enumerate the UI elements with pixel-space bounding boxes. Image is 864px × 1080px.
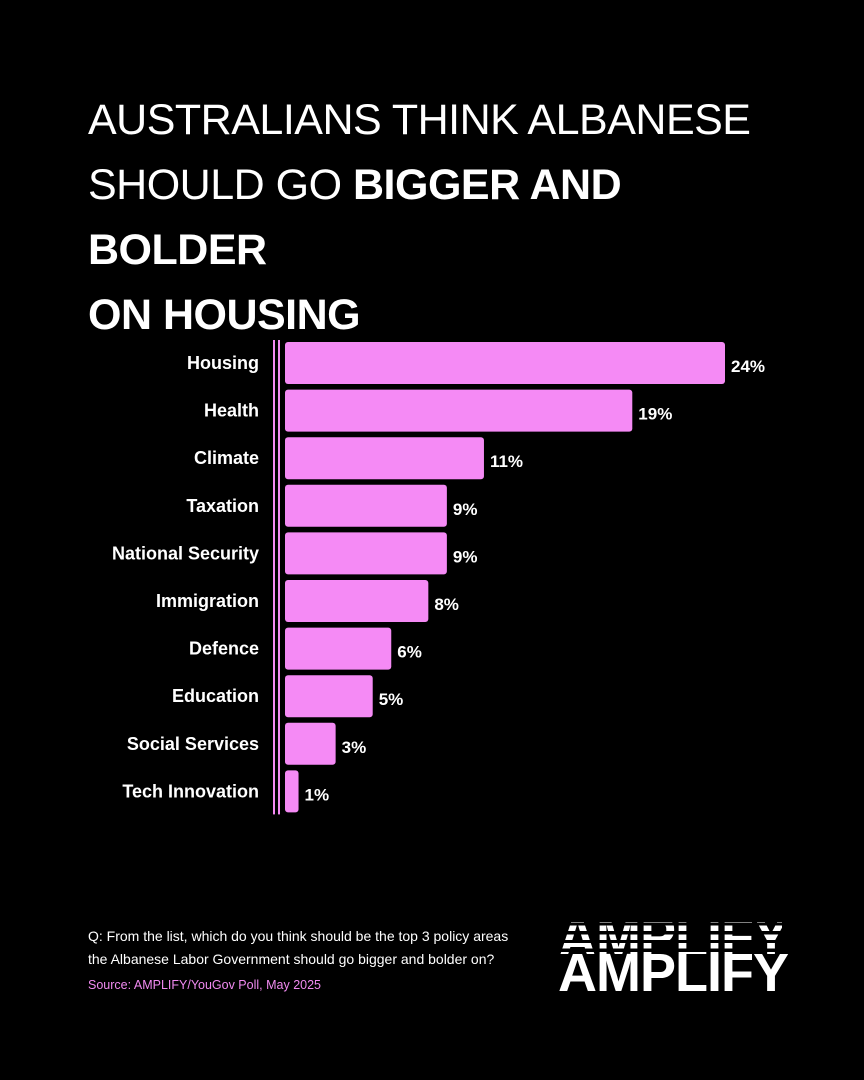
title-line-2-bold: BIGGER AND BOLDER: [88, 161, 622, 274]
value-label: 19%: [638, 405, 672, 424]
bar-edge-gap: [282, 627, 285, 670]
category-label: Tech Innovation: [122, 781, 259, 801]
bar-edge-gap: [282, 722, 285, 765]
value-label: 11%: [490, 452, 523, 471]
axis-stripe-2: [278, 340, 280, 815]
bar-housing: [285, 342, 725, 384]
category-label: Immigration: [156, 591, 259, 611]
title-line-1: AUSTRALIANS THINK ALBANESE: [88, 96, 751, 144]
bar-social-services: [285, 722, 336, 765]
value-label: 1%: [305, 785, 330, 804]
axis-stripe-1: [273, 340, 275, 815]
source-note: Source: AMPLIFY/YouGov Poll, May 2025: [88, 978, 321, 992]
bar-edge-gap: [282, 770, 285, 813]
value-label: 24%: [731, 357, 765, 376]
bar-tech-innovation: [285, 770, 299, 813]
bar-edge-gap: [282, 580, 285, 622]
category-label: Housing: [187, 353, 259, 373]
amplify-logo: AMPLIFY AMPLIFY: [558, 922, 789, 1000]
bar-edge-gap: [282, 342, 285, 384]
category-label: Health: [204, 401, 259, 421]
bar-defence: [285, 627, 392, 670]
bar-climate: [285, 437, 484, 480]
bar-chart: Housing 24% Health 19% Climate 11% Taxation 9% N…: [112, 340, 765, 815]
bar-taxation: [285, 484, 447, 527]
value-label: 3%: [342, 738, 367, 757]
value-label: 9%: [453, 500, 478, 519]
bar-health: [285, 389, 633, 432]
value-label: 9%: [453, 547, 478, 566]
value-label: 6%: [397, 643, 422, 662]
title-line-3-bold: ON HOUSING: [88, 291, 361, 339]
bar-edge-gap: [282, 484, 285, 527]
bar-edge-gap: [282, 437, 285, 480]
category-label: Defence: [189, 639, 259, 659]
category-label: National Security: [112, 543, 259, 563]
survey-question: Q: From the list, which do you think sho…: [88, 928, 509, 967]
bar-education: [285, 675, 373, 718]
value-label: 8%: [434, 595, 459, 614]
chart-title: AUSTRALIANS THINK ALBANESE SHOULD GO BIG…: [88, 88, 808, 348]
bar-national-security: [285, 532, 447, 575]
bar-edge-gap: [282, 532, 285, 575]
title-line-2-regular: SHOULD GO: [88, 161, 353, 209]
category-label: Taxation: [186, 496, 259, 516]
category-label: Social Services: [127, 734, 259, 754]
logo-striped-wordmark: AMPLIFY: [558, 922, 782, 954]
value-label: 5%: [379, 690, 404, 709]
bar-immigration: [285, 580, 429, 622]
bar-edge-gap: [282, 389, 285, 432]
category-label: Education: [172, 686, 259, 706]
category-label: Climate: [194, 448, 259, 468]
bar-edge-gap: [282, 675, 285, 718]
logo-wordmark: AMPLIFY: [558, 943, 789, 1003]
